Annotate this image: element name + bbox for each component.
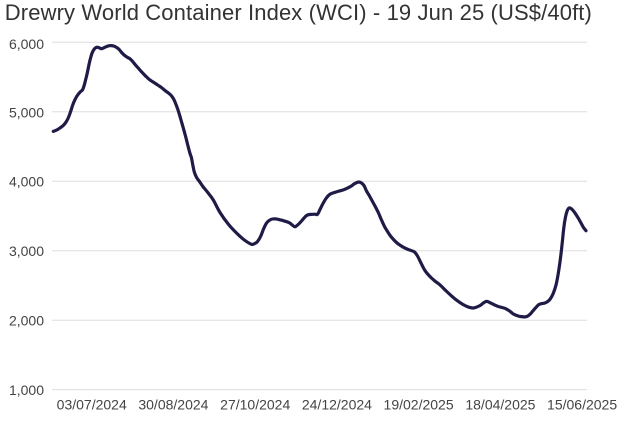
svg-text:3,000: 3,000 — [9, 243, 44, 259]
svg-text:27/10/2024: 27/10/2024 — [220, 396, 290, 412]
svg-text:4,000: 4,000 — [9, 174, 44, 190]
svg-text:18/04/2025: 18/04/2025 — [465, 396, 535, 412]
svg-text:2,000: 2,000 — [9, 313, 44, 329]
svg-text:19/02/2025: 19/02/2025 — [384, 396, 454, 412]
svg-text:03/07/2024: 03/07/2024 — [57, 396, 127, 412]
svg-text:15/06/2025: 15/06/2025 — [547, 396, 617, 412]
svg-text:Drewry World Container Index (: Drewry World Container Index (WCI) - 19 … — [5, 0, 592, 25]
svg-text:24/12/2024: 24/12/2024 — [302, 396, 372, 412]
svg-text:1,000: 1,000 — [9, 382, 44, 398]
svg-text:30/08/2024: 30/08/2024 — [138, 396, 208, 412]
svg-text:6,000: 6,000 — [9, 36, 44, 52]
svg-text:5,000: 5,000 — [9, 104, 44, 120]
